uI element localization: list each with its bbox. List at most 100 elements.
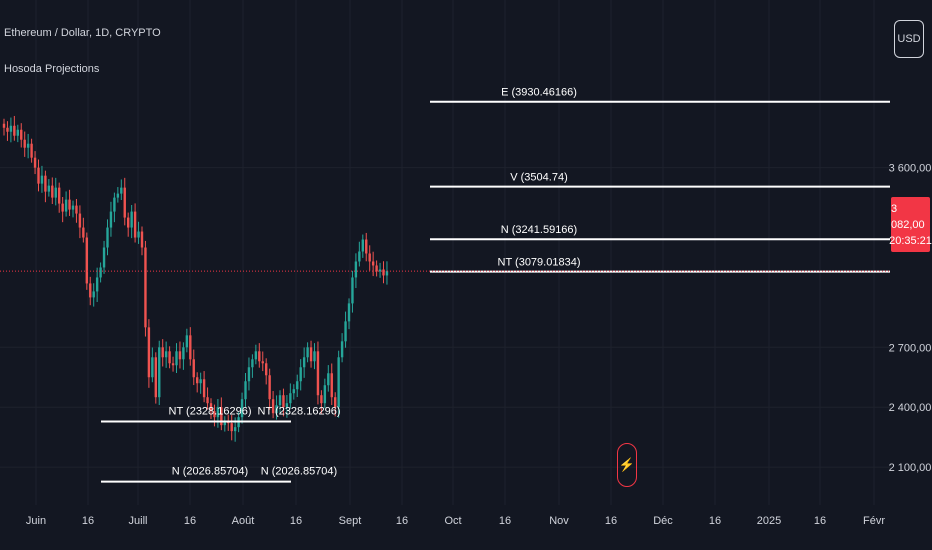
candle-body [75,205,78,214]
candle-body [137,231,140,238]
candle-body [58,187,61,204]
candle-body [313,351,316,362]
candle-body [292,389,295,394]
candle-body [168,351,171,364]
candle-body [51,185,54,198]
candle-body [44,175,47,192]
candle-body [230,423,233,432]
projection-level-label: NT (2328.16296) [258,406,341,418]
candle-body [268,375,271,400]
candle-body [240,399,244,418]
candle-body [85,237,88,284]
candle-body [244,381,247,400]
projection-level-label: N (2026.85704) [172,466,248,478]
candle-body [127,217,130,228]
x-axis-tick-label: 16 [290,515,302,527]
projection-level-label: N (3241.59166) [501,224,577,236]
projection-level-label: NT (3079.01834) [498,257,581,269]
x-axis-tick-label: Août [232,515,255,527]
candle-body [182,347,185,360]
candle-body [78,213,82,228]
candle-body [120,187,123,194]
candle-body [23,139,26,148]
candle-body [106,227,109,248]
candle-body [178,351,182,360]
x-axis-tick-label: 16 [709,515,721,527]
candle-body [130,211,133,228]
candle-body [316,351,320,396]
candle-body [109,211,113,228]
candle-body [164,351,168,358]
x-axis-tick-label: Nov [549,515,569,527]
candle-body [340,341,344,358]
y-axis-tick-label: 2 400,00 [889,402,932,414]
candle-body [13,125,16,136]
candle-body [254,351,258,360]
candle-body [30,143,33,158]
candle-body [47,185,51,192]
projection-level-label: V (3504.74) [510,172,567,184]
x-axis-tick-label: Oct [444,515,461,527]
candle-body [16,129,19,136]
y-axis: 3 600,00 2 700,00 2 400,00 2 100,00 [889,163,932,474]
candle-body [113,197,116,212]
x-axis-tick-label: 16 [184,515,196,527]
lightning-icon[interactable]: ⚡ [617,443,637,487]
last-price-value: 3 082,00 [891,202,925,231]
x-axis-tick-label: Févr [863,515,885,527]
candle-body [251,359,254,368]
candle-body [258,351,261,362]
candle-body [247,367,251,382]
candle-body [282,395,285,408]
candle-body [189,335,192,360]
y-axis-tick-label: 2 100,00 [889,462,932,474]
candle-body [361,239,364,252]
x-axis-tick-label: Juin [26,515,46,527]
candle-body [116,193,120,198]
candle-body [196,377,199,384]
candle-body [154,357,157,398]
candle-body [368,253,371,262]
candle-body [192,359,195,378]
x-axis-tick-label: 16 [499,515,511,527]
candle-body [289,393,292,404]
candle-body [71,205,75,210]
candle-body [37,167,40,184]
candle-body [302,357,306,368]
candle-body [175,351,178,366]
x-axis-tick-label: 2025 [757,515,781,527]
candle-body [233,427,237,432]
x-axis-tick-label: 16 [605,515,617,527]
x-axis-tick-label: Sept [339,515,362,527]
indicator-title[interactable]: Hosoda Projections [4,63,100,75]
candle-body [206,397,209,404]
candle-body [102,247,106,268]
candle-body [144,247,147,328]
candle-body [323,385,327,404]
symbol-title: Ethereum / Dollar, 1D, CRYPTO [4,27,161,39]
candle-body [306,347,309,358]
candle-body [296,381,299,390]
grid-lines [0,0,890,505]
currency-button[interactable]: USD [894,20,924,58]
x-axis-tick-label: Juill [129,515,148,527]
last-price-tag: 3 082,00 20:35:21 [889,197,932,252]
x-axis: Juin 16 Juill 16 Août 16 Sept 16 Oct 16 Nov 16 Déc 16… [26,515,885,527]
candle-body [99,267,102,278]
candle-body [26,143,30,148]
candle-body [275,405,278,414]
candle-body [158,347,161,398]
candle-body [299,367,302,382]
candle-body [371,261,375,266]
candle-body [9,125,13,132]
candle-body [385,271,389,276]
candle-body [330,373,333,398]
candle-body [209,403,213,412]
candle-body [185,335,189,348]
candle-body [213,411,216,418]
candle-body [337,357,340,408]
candle-body [334,397,337,408]
projection-level-label: E (3930.46166) [501,87,577,99]
candle-body [378,269,382,272]
